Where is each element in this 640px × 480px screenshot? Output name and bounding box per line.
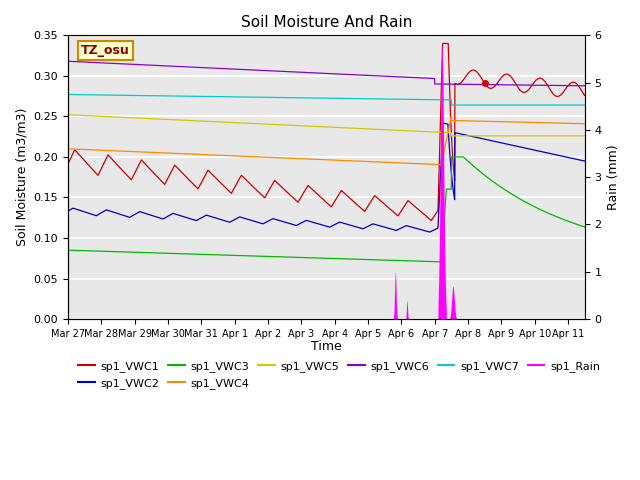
Line: sp1_VWC4: sp1_VWC4 <box>68 117 585 165</box>
sp1_VWC2 <box>301 218 309 224</box>
sp1_VWC6 <box>316 70 323 76</box>
sp1_VWC3 <box>566 219 574 225</box>
sp1_VWC4 <box>301 156 309 162</box>
Line: sp1_VWC5: sp1_VWC5 <box>68 115 585 136</box>
sp1_VWC4 <box>566 120 574 126</box>
sp1_VWC3 <box>566 219 574 225</box>
sp1_VWC4 <box>566 120 574 126</box>
Line: sp1_VWC2: sp1_VWC2 <box>68 123 585 232</box>
sp1_VWC6 <box>566 83 573 88</box>
Y-axis label: Rain (mm): Rain (mm) <box>607 144 620 210</box>
sp1_VWC2 <box>439 120 447 126</box>
sp1_VWC4 <box>447 114 455 120</box>
sp1_VWC1 <box>90 168 98 174</box>
sp1_VWC6 <box>301 70 309 75</box>
sp1_VWC7 <box>316 95 323 101</box>
sp1_VWC7 <box>90 92 98 98</box>
Line: sp1_VWC1: sp1_VWC1 <box>68 44 585 220</box>
sp1_VWC5 <box>64 112 72 118</box>
sp1_VWC5 <box>566 133 573 139</box>
sp1_VWC4 <box>316 156 323 162</box>
sp1_VWC6 <box>581 83 589 89</box>
Title: Soil Moisture And Rain: Soil Moisture And Rain <box>241 15 412 30</box>
X-axis label: Time: Time <box>311 340 342 353</box>
sp1_VWC1 <box>439 41 447 47</box>
Line: sp1_VWC7: sp1_VWC7 <box>68 95 585 105</box>
sp1_VWC2 <box>90 212 98 218</box>
Line: sp1_VWC3: sp1_VWC3 <box>68 157 585 262</box>
sp1_VWC2 <box>472 134 479 140</box>
sp1_VWC4 <box>472 118 479 124</box>
sp1_VWC2 <box>426 229 433 235</box>
sp1_VWC4 <box>437 162 445 168</box>
sp1_VWC5 <box>566 133 574 139</box>
sp1_VWC5 <box>581 133 589 139</box>
sp1_VWC1 <box>566 81 574 86</box>
sp1_VWC7 <box>566 102 574 108</box>
sp1_VWC1 <box>581 93 589 98</box>
sp1_VWC6 <box>471 82 479 87</box>
sp1_VWC5 <box>301 123 309 129</box>
sp1_VWC3 <box>437 259 445 265</box>
sp1_VWC1 <box>428 217 435 223</box>
sp1_VWC2 <box>566 155 574 161</box>
sp1_VWC4 <box>64 146 72 152</box>
sp1_VWC7 <box>581 102 589 108</box>
sp1_VWC7 <box>301 95 309 101</box>
sp1_VWC7 <box>64 92 72 97</box>
sp1_VWC3 <box>472 165 479 170</box>
sp1_VWC1 <box>316 193 323 199</box>
Legend: sp1_VWC1, sp1_VWC2, sp1_VWC3, sp1_VWC4, sp1_VWC5, sp1_VWC6, sp1_VWC7, sp1_Rain: sp1_VWC1, sp1_VWC2, sp1_VWC3, sp1_VWC4, … <box>74 357 604 393</box>
sp1_VWC5 <box>448 133 456 139</box>
Line: sp1_VWC6: sp1_VWC6 <box>68 61 585 86</box>
sp1_VWC5 <box>90 113 98 119</box>
sp1_VWC7 <box>566 102 573 108</box>
sp1_VWC2 <box>581 158 589 164</box>
sp1_VWC3 <box>90 248 98 254</box>
sp1_VWC1 <box>301 187 309 192</box>
Y-axis label: Soil Moisture (m3/m3): Soil Moisture (m3/m3) <box>15 108 28 246</box>
sp1_VWC5 <box>471 133 479 139</box>
sp1_VWC6 <box>64 59 72 64</box>
sp1_VWC6 <box>566 83 573 88</box>
sp1_VWC5 <box>316 124 323 130</box>
sp1_VWC3 <box>581 224 589 230</box>
sp1_VWC3 <box>64 247 72 253</box>
sp1_VWC6 <box>90 60 98 65</box>
sp1_VWC3 <box>448 154 456 160</box>
sp1_VWC2 <box>566 155 574 161</box>
sp1_VWC1 <box>64 161 72 167</box>
Text: TZ_osu: TZ_osu <box>81 44 130 57</box>
sp1_VWC7 <box>471 102 479 108</box>
sp1_VWC7 <box>448 102 456 108</box>
sp1_VWC3 <box>301 255 309 261</box>
sp1_VWC1 <box>566 81 574 86</box>
sp1_VWC4 <box>581 121 589 127</box>
sp1_VWC4 <box>90 147 98 153</box>
sp1_VWC2 <box>316 221 323 227</box>
sp1_VWC2 <box>64 208 72 214</box>
sp1_VWC3 <box>316 255 323 261</box>
sp1_VWC1 <box>472 68 479 73</box>
